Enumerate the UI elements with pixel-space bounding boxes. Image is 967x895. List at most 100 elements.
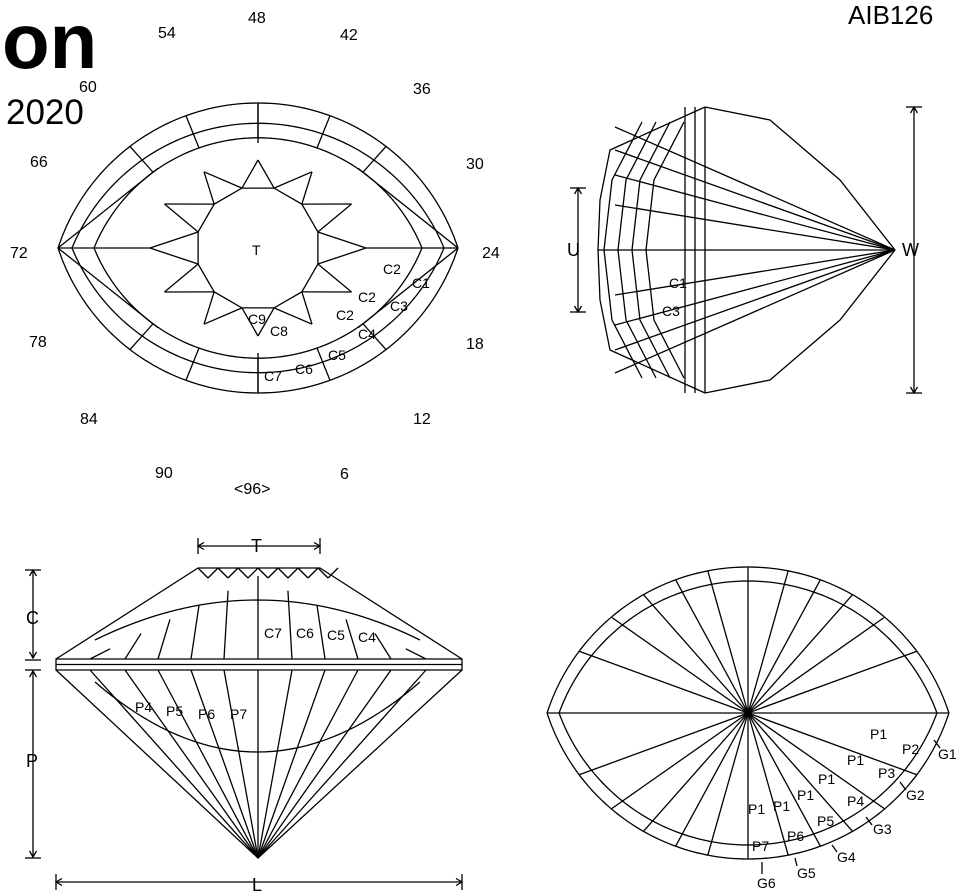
pavilion-radial — [675, 712, 749, 847]
pavilion-line — [190, 669, 259, 859]
index-6: 6 — [340, 466, 349, 483]
index-90: 90 — [155, 465, 173, 482]
end-crown-arc — [603, 121, 643, 379]
crown-label-c5: C5 — [328, 347, 346, 363]
star-facet-edge — [203, 307, 243, 325]
star-facet-edge — [164, 263, 199, 293]
crown-tip-line — [357, 167, 459, 249]
pavilion-bottom-view — [546, 566, 950, 874]
crown-spoke — [185, 115, 200, 149]
crown-vertical — [374, 633, 392, 660]
crown-label-c8: C8 — [270, 323, 288, 339]
star-facet-edge — [149, 231, 199, 249]
star-facet-edge — [257, 159, 275, 189]
dim-u-label: U — [567, 240, 580, 260]
index-30: 30 — [466, 156, 484, 173]
table-scallop — [307, 567, 319, 579]
end-label-c3: C3 — [662, 303, 680, 319]
table-scallop — [257, 567, 269, 579]
side-label-c5: C5 — [327, 627, 345, 643]
table-scallop — [267, 567, 279, 579]
pavilion-radial — [747, 712, 821, 847]
girdle-leader — [831, 844, 838, 853]
crown-spoke — [362, 323, 387, 351]
side-label-c4: C4 — [358, 629, 376, 645]
crown-vertical — [190, 604, 200, 660]
crown-spoke — [129, 145, 154, 173]
end-fan-line — [614, 249, 896, 326]
bottom-label-p4: P4 — [847, 793, 864, 809]
bottom-label-p1f: P1 — [748, 801, 765, 817]
star-facet-edge — [301, 171, 313, 205]
girdle-leader — [899, 781, 907, 791]
crown-spoke — [129, 323, 154, 351]
table-scallop — [217, 567, 229, 579]
crown-vertical — [124, 633, 142, 660]
pavilion-line — [223, 669, 259, 859]
girdle-label-g3: G3 — [873, 821, 892, 837]
side-label-p4: P4 — [135, 699, 152, 715]
crown-tip-line — [57, 247, 159, 329]
dim-p-label: P — [26, 751, 38, 771]
end-outline-right-bottom — [704, 249, 896, 394]
table-scallop — [207, 567, 219, 579]
index-72: 72 — [10, 245, 28, 262]
index-18: 18 — [466, 336, 484, 353]
bottom-label-p1b: P1 — [847, 752, 864, 768]
bottom-label-p1c: P1 — [818, 771, 835, 787]
table-scallop — [237, 567, 249, 579]
index-66: 66 — [30, 154, 48, 171]
pavilion-radial — [747, 712, 918, 776]
pavilion-line — [257, 669, 392, 859]
end-fan-line — [614, 204, 896, 251]
dim-p-arrow-top — [28, 669, 38, 678]
pavilion-line — [89, 669, 259, 859]
pavilion-line — [257, 669, 427, 859]
side-view-labels: T C P L C7 C6 C5 C4 P4 P5 P6 P7 — [26, 536, 376, 895]
pavilion-radial — [642, 594, 749, 714]
star-facet-edge — [203, 291, 215, 325]
crown-vertical — [223, 590, 229, 660]
table-scallop — [327, 567, 339, 579]
pavilion-radial — [675, 579, 749, 714]
girdle-label-g6: G6 — [757, 875, 776, 891]
end-label-c1: C1 — [669, 275, 687, 291]
table-scallop — [227, 567, 239, 579]
side-label-c7: C7 — [264, 625, 282, 641]
dim-t-label: T — [251, 536, 262, 556]
end-fan-line — [614, 249, 896, 374]
star-facet-edge — [149, 247, 199, 265]
girdle-leader — [933, 739, 941, 749]
crown-top-labels: T C1 C2 C3 C2 C4 C2 C5 C6 C7 C8 C9 — [248, 242, 430, 384]
girdle-leader — [794, 857, 798, 867]
end-crown-arc — [631, 121, 671, 379]
end-fan-line — [614, 174, 896, 251]
star-facet-edge — [257, 307, 275, 337]
index-12: 12 — [413, 411, 431, 428]
pavilion-radial — [747, 712, 886, 810]
end-outline-right-top — [704, 106, 896, 251]
dim-p-arrow-bottom — [28, 850, 38, 859]
bottom-label-p1e: P1 — [773, 798, 790, 814]
bottom-label-p7: P7 — [752, 838, 769, 854]
crown-vertical — [316, 604, 326, 660]
index-96: <96> — [234, 481, 270, 498]
crown-label-c6: C6 — [295, 361, 313, 377]
table-scallop — [287, 567, 299, 579]
pavilion-radial — [610, 616, 749, 714]
crown-label-c2c: C2 — [336, 307, 354, 323]
bottom-label-p3: P3 — [878, 765, 895, 781]
crown-spoke — [362, 145, 387, 173]
star-facet-edge — [317, 231, 367, 249]
table-scallop — [247, 567, 259, 579]
star-facet-edge — [317, 247, 367, 265]
table-scallop — [317, 567, 329, 579]
end-crown-arc — [645, 121, 685, 379]
pavilion-radial — [747, 712, 854, 832]
star-facet-edge — [301, 291, 313, 325]
star-facet-edge — [241, 307, 259, 337]
side-label-c6: C6 — [296, 625, 314, 641]
pavilion-line — [257, 669, 359, 859]
side-label-p7: P7 — [230, 706, 247, 722]
crown-label-c3: C3 — [390, 298, 408, 314]
